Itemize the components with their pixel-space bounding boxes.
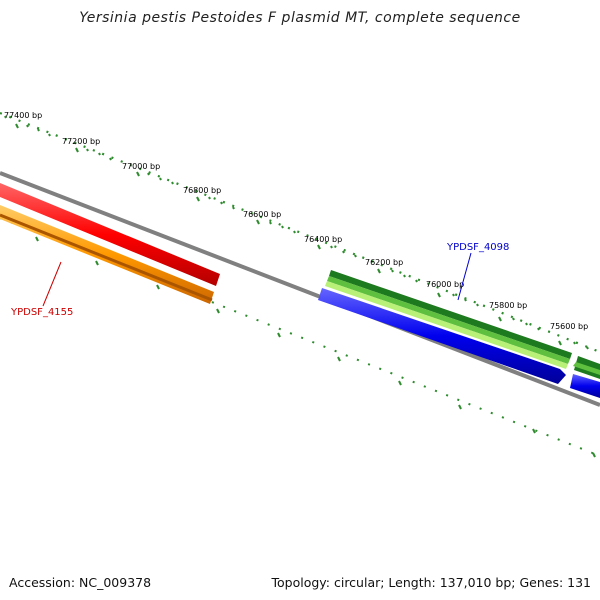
tick-label-76400: 76400 bp: [304, 235, 342, 244]
tick-label-76600: 76600 bp: [243, 210, 281, 219]
tick-75800: 75800 bp: [489, 301, 527, 322]
feature-green[interactable]: [325, 270, 600, 379]
tick-label-76200: 76200 bp: [365, 258, 403, 267]
gene-label-4098[interactable]: YPDSF_4098: [446, 242, 509, 253]
feature-red[interactable]: [0, 183, 220, 286]
tick-label-75800: 75800 bp: [489, 301, 527, 310]
label-leader-4155: [42, 261, 62, 307]
topology-summary: Topology: circular; Length: 137,010 bp; …: [271, 575, 592, 590]
tick-76200: 76200 bp: [365, 258, 403, 274]
outer-minor-ticks: [4, 115, 589, 350]
tick-75600: 75600 bp: [550, 322, 588, 346]
tick-label-77400: 77400 bp: [4, 111, 42, 120]
tick-label-77000: 77000 bp: [122, 162, 160, 171]
label-leader-4098: [457, 252, 472, 301]
tick-label-75600: 75600 bp: [550, 322, 588, 331]
tick-76600: 76600 bp: [243, 210, 281, 225]
accession-text: Accession: NC_009378: [9, 575, 152, 590]
feature-blue[interactable]: [318, 288, 600, 398]
feature-orange-shadow: [0, 213, 213, 302]
tick-labels: 77400 bp 77200 bp 77000 bp 76800 bp 7660…: [4, 111, 588, 346]
tick-76000: 76000 bp: [426, 280, 464, 298]
tick-76400: 76400 bp: [304, 235, 342, 250]
gene-label-4155[interactable]: YPDSF_4155: [10, 307, 73, 318]
plasmid-backbone: [0, 171, 600, 407]
tick-77200: 77200 bp: [62, 137, 100, 153]
tick-77000: 77000 bp: [122, 162, 160, 177]
tick-76800: 76800 bp: [183, 186, 221, 202]
map-title: Yersinia pestis Pestoides F plasmid MT, …: [79, 10, 521, 26]
tick-label-77200: 77200 bp: [62, 137, 100, 146]
inner-major-ticks: [35, 236, 596, 458]
tick-label-76800: 76800 bp: [183, 186, 221, 195]
tick-label-76000: 76000 bp: [426, 280, 464, 289]
tick-77400: 77400 bp: [4, 111, 42, 129]
